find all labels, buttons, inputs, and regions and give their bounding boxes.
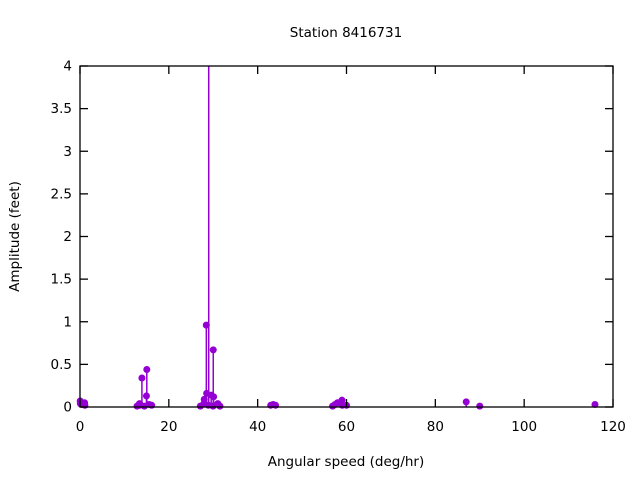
data-point xyxy=(591,400,599,408)
data-point xyxy=(148,401,156,409)
x-tick-label: 120 xyxy=(600,419,626,435)
chart-title: Station 8416731 xyxy=(290,25,402,41)
x-tick-label: 60 xyxy=(338,419,355,435)
y-tick-label: 0 xyxy=(63,400,72,416)
data-point xyxy=(462,398,470,406)
data-point xyxy=(272,401,280,409)
y-tick-label: 0.5 xyxy=(51,357,72,373)
data-point xyxy=(209,346,217,354)
x-tick-label: 20 xyxy=(160,419,177,435)
data-point xyxy=(216,402,224,410)
data-point xyxy=(81,401,89,409)
y-tick-label: 4 xyxy=(63,59,72,75)
x-tick-label: 0 xyxy=(76,419,85,435)
data-point xyxy=(138,374,146,382)
y-axis-label: Amplitude (feet) xyxy=(7,181,23,292)
plot-border xyxy=(79,65,614,408)
data-point xyxy=(476,402,484,410)
y-tick-label: 2.5 xyxy=(51,186,72,202)
axis-layer: 0 20 40 60 80 100 120 0 0.5 1 1.5 2 2.5 3 3.5 4 xyxy=(51,59,626,435)
y-tick-label: 1.5 xyxy=(51,272,72,288)
x-tick-label: 40 xyxy=(249,419,266,435)
data-layer xyxy=(76,66,599,410)
x-axis-label: Angular speed (deg/hr) xyxy=(268,454,425,470)
x-tick-label: 80 xyxy=(427,419,444,435)
data-point xyxy=(338,396,346,404)
data-point xyxy=(143,365,151,373)
data-point xyxy=(210,393,218,401)
y-tick-label: 3 xyxy=(63,144,72,160)
y-tick-label: 2 xyxy=(63,229,72,245)
y-tick-label: 1 xyxy=(63,314,72,330)
x-tick-label: 100 xyxy=(511,419,537,435)
y-tick-label: 3.5 xyxy=(51,101,72,117)
